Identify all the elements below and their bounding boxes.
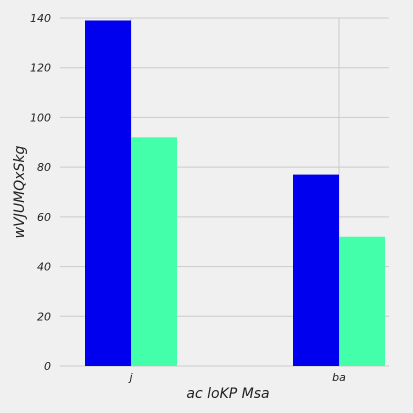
y-tick-label: 20 — [37, 310, 51, 323]
bar-series-1-j — [85, 20, 131, 366]
bar-series-1-ba — [293, 174, 339, 366]
y-tick-label: 100 — [30, 111, 51, 124]
x-axis-label: ac loKP Msa — [186, 386, 269, 402]
y-tick-label: 80 — [37, 161, 51, 174]
y-tick-label: 0 — [44, 360, 51, 373]
y-tick-label: 140 — [30, 12, 51, 25]
y-tick-label: 60 — [37, 211, 51, 224]
y-tick-label: 120 — [30, 62, 51, 75]
bar-series-2-ba — [339, 236, 385, 366]
bars — [85, 20, 385, 366]
x-tick-label: ba — [332, 371, 346, 384]
y-axis-ticks: 0 20 40 60 80 100 120 140 — [30, 12, 51, 373]
x-axis-ticks: j ba — [127, 371, 346, 384]
y-axis-label: wVJUMQxSkg — [12, 146, 28, 239]
y-tick-label: 40 — [37, 261, 51, 274]
bar-series-2-j — [131, 137, 177, 366]
x-tick-label: j — [127, 371, 133, 384]
